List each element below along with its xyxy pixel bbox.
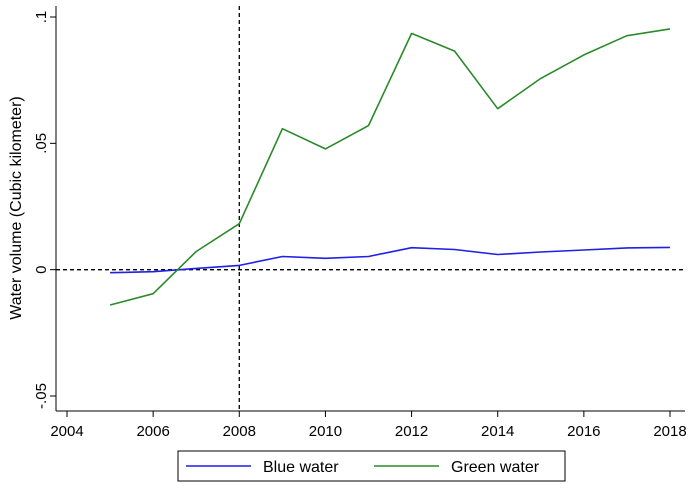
legend-label-blue-water: Blue water — [263, 459, 339, 476]
series-lines — [109, 28, 671, 306]
x-tick-label: 2010 — [309, 423, 342, 440]
x-tick-label: 2008 — [223, 423, 256, 440]
y-tick-label: -.05 — [33, 383, 50, 409]
y-tick-label: .1 — [33, 11, 50, 24]
x-tick-label: 2012 — [395, 423, 428, 440]
plot-area — [55, 6, 685, 412]
y-axis-ticks: -.05 0 .05 .1 — [33, 11, 56, 409]
x-tick-label: 2004 — [50, 423, 83, 440]
y-tick-label: 0 — [33, 265, 50, 273]
series-line-blue-water — [110, 246, 671, 274]
x-axis-ticks: 2004 2006 2008 2010 2012 2014 2016 2018 — [50, 411, 687, 440]
y-tick-label: .05 — [33, 133, 50, 154]
series-line-green-water — [109, 28, 671, 306]
y-axis-title: Water volume (Cubic kilometer) — [8, 96, 25, 319]
x-tick-label: 2006 — [136, 423, 169, 440]
x-tick-label: 2014 — [481, 423, 514, 440]
x-tick-label: 2016 — [567, 423, 600, 440]
legend: Blue water Green water — [177, 450, 566, 482]
x-tick-label: 2018 — [653, 423, 686, 440]
legend-label-green-water: Green water — [451, 459, 540, 476]
reference-lines — [56, 6, 685, 411]
